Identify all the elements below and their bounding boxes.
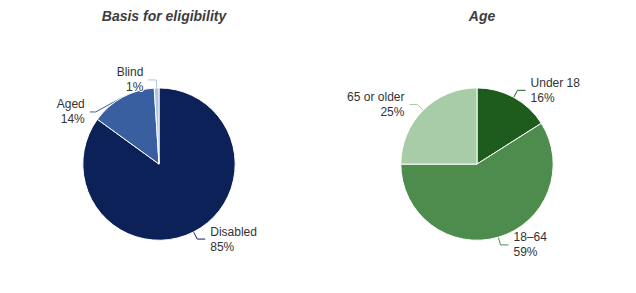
svg-text:25%: 25% [380,105,404,119]
svg-text:Basis for eligibility: Basis for eligibility [102,8,228,24]
svg-text:59%: 59% [513,245,537,259]
svg-text:16%: 16% [531,91,555,105]
svg-text:85%: 85% [210,240,234,254]
svg-text:14%: 14% [61,112,85,126]
svg-text:1%: 1% [126,80,144,94]
svg-text:Age: Age [468,8,496,24]
svg-text:65 or older: 65 or older [347,90,404,104]
svg-text:Blind: Blind [117,65,144,79]
svg-text:18–64: 18–64 [513,230,547,244]
svg-text:Under 18: Under 18 [531,76,581,90]
svg-text:Aged: Aged [57,97,85,111]
svg-text:Disabled: Disabled [210,225,257,239]
